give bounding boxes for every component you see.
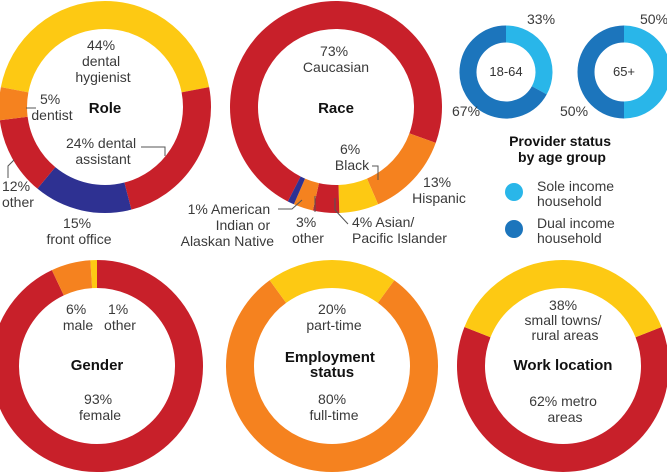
provider-slice-sole-18-64 — [505, 25, 553, 95]
role-slice-dental-assistant — [123, 87, 211, 210]
race-title: Race — [318, 100, 354, 117]
employment-title: Employment status — [285, 349, 379, 381]
role-slice-front-office — [37, 166, 132, 213]
role-label-front-office: 15% front office — [46, 215, 111, 247]
provider-slice-dual-18-64 — [459, 25, 547, 119]
employment-slice-full-time — [226, 280, 438, 472]
race-slice-american-indian-or-alaskan-native — [287, 176, 306, 205]
provider-status-group: 18-64 65+ 33% 67% 50% 50% Provider statu… — [452, 11, 667, 246]
provider-18-64-sole-pct: 33% — [527, 11, 555, 27]
legend-swatch-dual-income — [505, 220, 523, 238]
provider-18-64-dual-pct: 67% — [452, 103, 480, 119]
gender-slice-male — [51, 260, 93, 296]
work-location-slice-small-towns-rural-areas — [464, 260, 662, 338]
gender-label-other: 1% other — [104, 301, 136, 333]
gender-label-female: 93% female — [79, 391, 121, 423]
gender-donut: Gender 6% male 1% other 93% female — [0, 259, 203, 472]
work-location-donut: Work location 38% small towns/ rural are… — [457, 260, 667, 472]
race-slice-black — [337, 178, 379, 213]
race-leader-black — [372, 165, 379, 180]
employment-label-full-time: 80% full-time — [309, 391, 358, 423]
race-slice-hispanic — [366, 132, 436, 205]
role-label-hygienist: 44% dental hygienist — [75, 37, 130, 85]
legend-label-sole-income: Sole income household — [537, 178, 618, 209]
role-slice-dentist — [0, 87, 29, 121]
race-leader-asian — [334, 198, 349, 225]
gender-slice-female — [0, 260, 203, 472]
role-donut: Role 44% dental hygienist 5% dentist 24%… — [0, 1, 211, 247]
role-label-assistant: 24% dental assistant — [66, 135, 140, 167]
provider-slice-sole-65- — [623, 25, 667, 119]
provider-age-65-label: 65+ — [613, 64, 635, 79]
employment-label-part-time: 20% part-time — [306, 301, 361, 333]
race-label-american-indian: 1% American Indian or Alaskan Native — [181, 201, 275, 249]
race-leader-american-indian — [278, 199, 303, 210]
provider-status-title: Provider status by age group — [509, 133, 615, 165]
race-label-hispanic: 13% Hispanic — [412, 174, 466, 206]
role-leader-assistant — [141, 146, 166, 156]
gender-label-male: 6% male — [63, 301, 94, 333]
race-slice-other — [293, 178, 320, 211]
role-slice-other — [0, 116, 56, 189]
legend-label-dual-income: Dual income household — [537, 215, 619, 246]
employment-slice-part-time — [269, 260, 395, 304]
race-label-other: 3% other — [292, 214, 324, 246]
race-slice-asian-pacific-islander — [312, 183, 340, 213]
race-label-caucasian: 73% Caucasian — [303, 43, 369, 75]
provider-age-18-64-label: 18-64 — [489, 64, 522, 79]
race-label-black: 6% Black — [335, 141, 370, 173]
role-leader-other — [7, 159, 15, 178]
legend-swatch-sole-income — [505, 183, 523, 201]
race-slice-caucasian — [230, 1, 442, 202]
provider-slice-dual-65- — [577, 25, 625, 119]
race-donut: Race 73% Caucasian 6% Black 13% Hispanic… — [181, 1, 466, 249]
employment-donut: Employment status 20% part-time 80% full… — [226, 260, 438, 472]
work-location-title: Work location — [514, 357, 613, 374]
role-title: Role — [89, 100, 122, 117]
gender-title: Gender — [71, 357, 124, 374]
provider-65-sole-pct: 50% — [640, 11, 667, 27]
role-label-other: 12% other — [2, 178, 34, 210]
role-label-dentist: 5% dentist — [31, 91, 72, 123]
work-location-slice-metro-areas — [457, 327, 667, 472]
work-location-label-metro: 62% metro areas — [529, 393, 601, 425]
provider-65-dual-pct: 50% — [560, 103, 588, 119]
race-label-asian: 4% Asian/ Pacific Islander — [352, 214, 447, 246]
role-slice-dental-hygienist — [0, 1, 210, 93]
work-location-label-rural: 38% small towns/ rural areas — [525, 297, 606, 343]
